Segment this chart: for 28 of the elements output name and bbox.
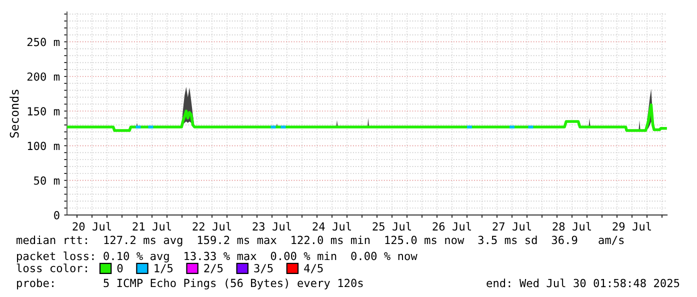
y-tick-label: 50 m xyxy=(34,176,60,185)
x-tick-label: 22 Jul xyxy=(192,222,231,231)
x-tick-label: 29 Jul xyxy=(612,222,651,231)
text: probe: 5 ICMP Echo Pings (56 Bytes) every 120s xyxy=(17,278,363,290)
y-tick-label: 0 xyxy=(54,211,60,220)
text: packet loss: 0.10 % avg 13.33 % max 0.00 % min 0.00 % now xyxy=(17,252,418,262)
y-tick-label: 250 m xyxy=(27,38,60,46)
legend-label: 2/5 xyxy=(204,264,223,274)
x-tick-label: 28 Jul xyxy=(552,222,591,231)
y-axis-title: Seconds xyxy=(10,90,19,138)
y-tick-label: 200 m xyxy=(27,72,60,81)
text: end: Wed Jul 30 01:58:48 2025 xyxy=(486,278,680,288)
legend-label: 4/5 xyxy=(304,264,323,274)
x-tick-label: 24 Jul xyxy=(312,222,351,231)
legend-title: loss color: xyxy=(16,264,87,272)
legend-label: 1/5 xyxy=(154,264,173,274)
legend-label: 0 xyxy=(117,264,123,272)
x-tick-label: 21 Jul xyxy=(132,222,171,231)
text: median rtt: 127.2 ms avg 159.2 ms max 122.0 ms min 125.0 ms now 3.5 ms sd 36.9 am/s xyxy=(16,236,624,246)
y-tick-label: 100 m xyxy=(28,142,60,150)
x-tick-label: 25 Jul xyxy=(372,222,411,231)
x-tick-label: 26 Jul xyxy=(432,222,471,231)
x-tick-label: 23 Jul xyxy=(252,222,291,231)
x-tick-label: 20 Jul xyxy=(72,222,111,231)
y-tick-label: 150 m xyxy=(28,107,60,116)
legend-label: 3/5 xyxy=(254,264,273,274)
x-tick-label: 27 Jul xyxy=(492,222,531,231)
line-series xyxy=(67,103,667,132)
